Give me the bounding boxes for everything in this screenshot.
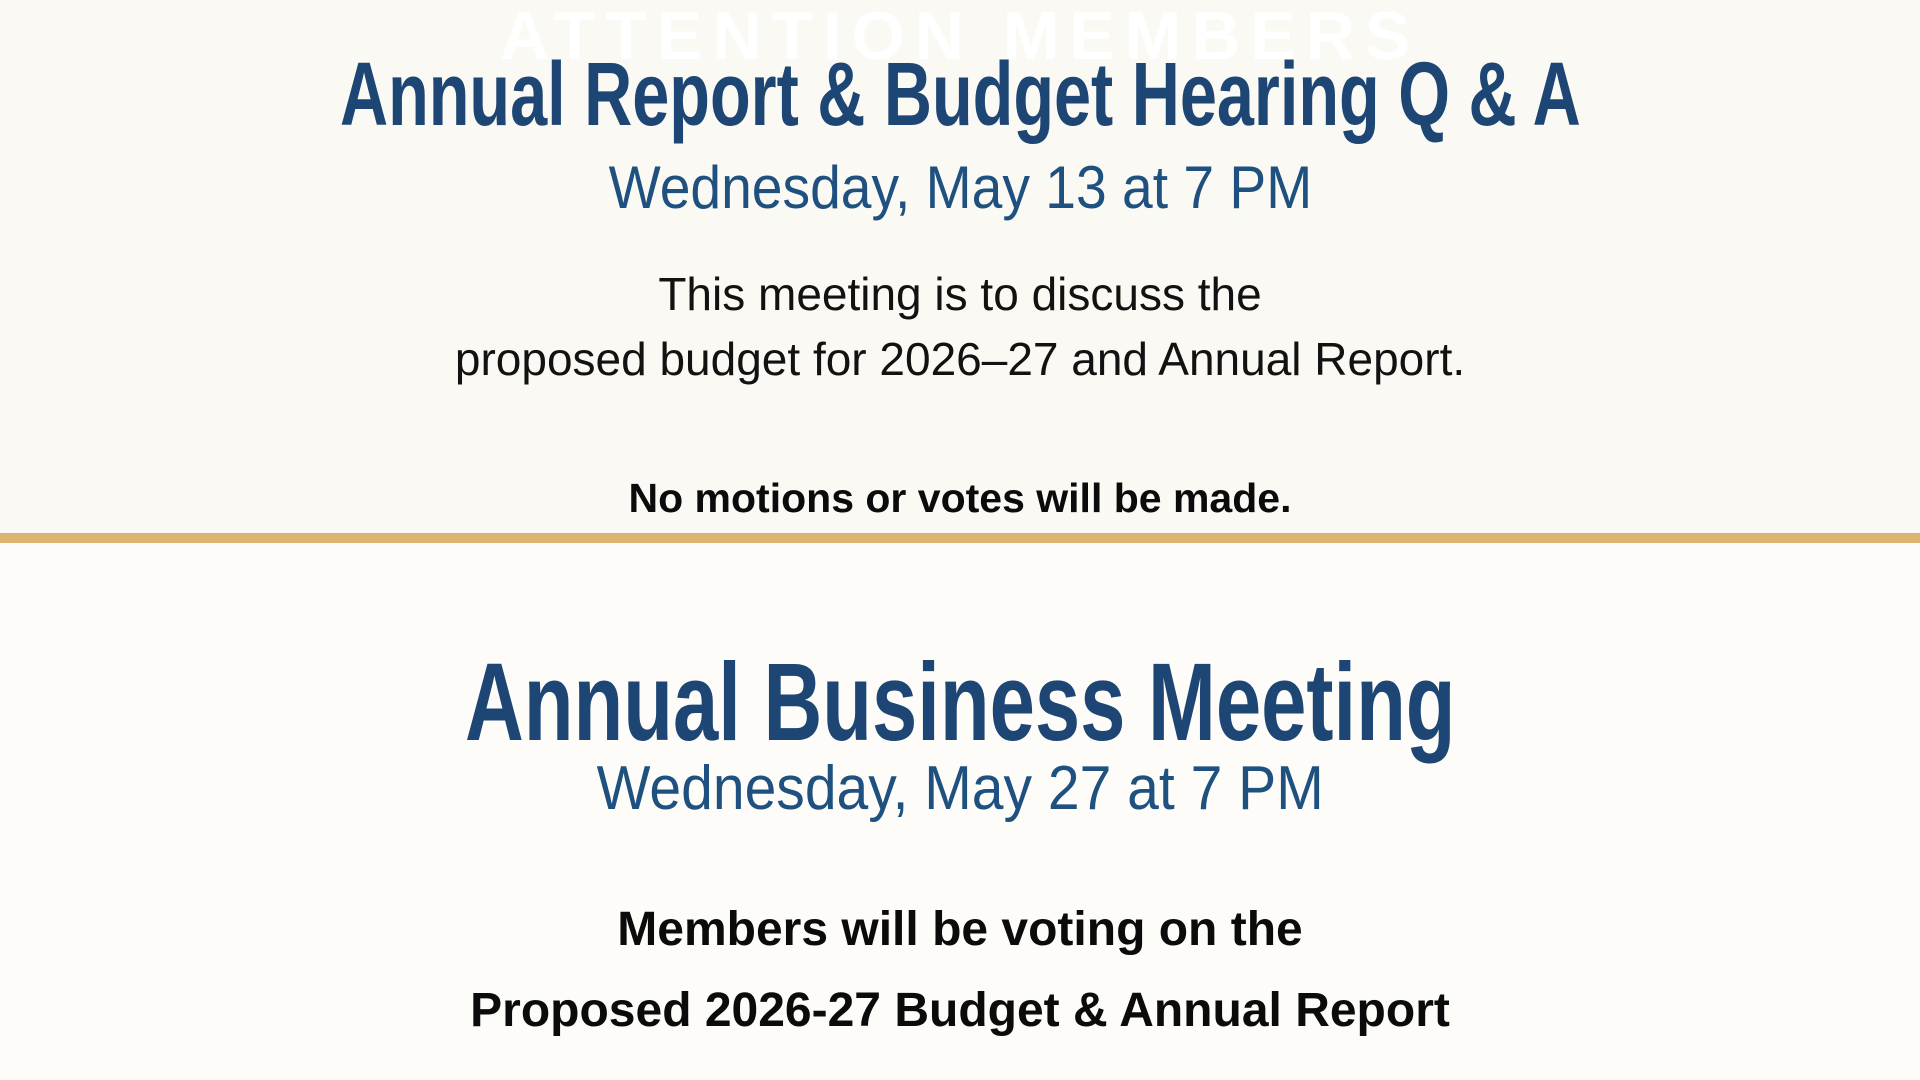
top-section-background [0,0,1920,533]
hearing-title-text: Annual Report & Budget Hearing Q & A [339,45,1581,145]
business-meeting-note-line2: Proposed 2026-27 Budget & Annual Report [470,983,1450,1037]
hearing-description: This meeting is to discuss the proposed … [0,262,1920,393]
hearing-datetime-text: Wednesday, May 13 at 7 PM [608,154,1312,221]
hearing-title: Annual Report & Budget Hearing Q & A [0,50,1920,140]
business-meeting-datetime-text: Wednesday, May 27 at 7 PM [596,754,1324,823]
business-meeting-title-text: Annual Business Meeting [464,641,1456,764]
hearing-datetime: Wednesday, May 13 at 7 PM [0,158,1920,218]
watermark-attention-members: ATTENTION MEMBERS [499,0,1421,74]
hearing-note: No motions or votes will be made. [628,475,1292,521]
business-meeting-note: Members will be voting on the Proposed 2… [0,890,1920,1051]
business-meeting-note-line1: Members will be voting on the [617,903,1303,956]
hearing-description-line2: proposed budget for 2026–27 and Annual R… [454,333,1466,386]
gold-divider [0,533,1920,543]
bottom-section-background [0,543,1920,1080]
business-meeting-title: Annual Business Meeting [0,648,1920,758]
hearing-description-line1: This meeting is to discuss the [658,268,1262,320]
business-meeting-datetime: Wednesday, May 27 at 7 PM [0,758,1920,820]
